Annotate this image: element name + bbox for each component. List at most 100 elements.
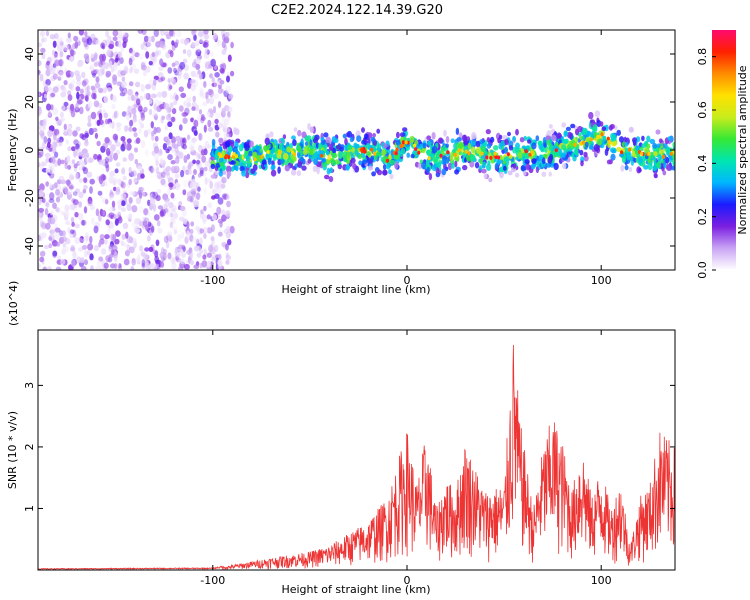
spectrogram-signal-cell xyxy=(507,131,511,137)
spectrogram-noise-cell xyxy=(97,214,102,222)
spectrogram-noise-cell xyxy=(140,251,146,257)
spectrogram-xtick-label: -100 xyxy=(200,274,225,287)
spectrogram-noise-cell xyxy=(120,240,125,247)
spectrogram-noise-cell xyxy=(100,145,106,153)
spectrogram-noise-cell xyxy=(69,184,75,190)
spectrogram-noise-cell xyxy=(195,104,200,112)
spectrogram-signal-cell xyxy=(307,158,312,164)
spectrogram-noise-cell xyxy=(56,133,60,141)
spectrogram-peak-cell xyxy=(394,151,398,156)
spectrogram-noise-cell xyxy=(186,102,192,108)
spectrogram-noise-cell xyxy=(136,98,141,106)
spectrogram-noise-cell xyxy=(48,110,52,117)
spectrogram-xtick-label: 100 xyxy=(591,274,612,287)
spectrogram-noise-cell xyxy=(47,55,52,63)
spectrogram-noise-cell xyxy=(133,177,138,183)
spectrogram-signal-cell xyxy=(570,123,576,129)
spectrogram-noise-cell xyxy=(46,142,51,149)
spectrogram-signal-cell xyxy=(436,153,440,160)
spectrogram-noise-cell xyxy=(126,244,131,251)
spectrogram-signal-cell xyxy=(653,157,657,165)
spectrogram-noise-cell xyxy=(140,173,145,179)
spectrogram-noise-cell xyxy=(170,165,177,174)
spectrogram-noise-cell xyxy=(169,50,174,58)
spectrogram-signal-cell xyxy=(471,132,477,140)
spectrogram-ytick-label: -40 xyxy=(23,237,36,255)
spectrogram-noise-cell xyxy=(208,89,215,98)
spectrogram-noise-cell xyxy=(86,250,91,256)
spectrogram-signal-cell xyxy=(270,169,277,177)
spectrogram-noise-cell xyxy=(98,87,104,94)
spectrogram-noise-cell xyxy=(148,99,153,104)
spectrogram-noise-cell xyxy=(170,160,176,165)
spectrogram-signal-cell xyxy=(250,168,256,174)
spectrogram-noise-cell xyxy=(104,238,108,245)
spectrogram-noise-cell xyxy=(84,95,89,102)
spectrogram-signal-cell xyxy=(646,143,651,149)
spectrogram-signal-cell xyxy=(394,161,399,170)
spectrogram-noise-cell xyxy=(210,58,216,67)
spectrogram-signal-cell xyxy=(542,136,547,144)
spectrogram-signal-cell xyxy=(388,169,392,175)
spectrogram-noise-cell xyxy=(54,32,59,40)
spectrogram-signal-cell xyxy=(561,122,567,128)
spectrogram-noise-cell xyxy=(221,40,226,49)
spectrogram-noise-cell xyxy=(193,130,198,137)
spectrogram-signal-cell xyxy=(493,145,499,151)
spectrogram-noise-cell xyxy=(192,236,198,244)
spectrogram-noise-cell xyxy=(122,157,128,162)
spectrogram-noise-cell xyxy=(154,135,159,142)
spectrogram-noise-cell xyxy=(227,54,232,62)
spectrogram-noise-cell xyxy=(83,206,88,214)
spectrogram-noise-cell xyxy=(216,206,222,215)
spectrogram-signal-cell xyxy=(399,132,406,138)
spectrogram-signal-cell xyxy=(486,163,492,171)
spectrogram-noise-cell xyxy=(131,107,137,115)
spectrogram-noise-cell xyxy=(48,183,53,189)
spectrogram-noise-cell xyxy=(175,135,182,142)
spectrogram-signal-cell xyxy=(367,165,373,171)
spectrogram-signal-cell xyxy=(610,153,616,161)
spectrogram-signal-cell xyxy=(628,166,633,173)
spectrogram-noise-cell xyxy=(225,259,230,265)
spectrogram-noise-cell xyxy=(91,92,96,100)
spectrogram-noise-cell xyxy=(182,246,186,252)
spectrogram-signal-cell xyxy=(483,173,487,179)
spectrogram-noise-cell xyxy=(197,227,203,235)
spectrogram-noise-cell xyxy=(197,186,201,192)
spectrogram-signal-cell xyxy=(445,136,450,144)
spectrogram-signal-cell xyxy=(508,145,514,151)
spectrogram-noise-cell xyxy=(67,165,72,170)
spectrogram-signal-cell xyxy=(450,151,454,159)
spectrogram-noise-cell xyxy=(52,250,58,257)
spectrogram-signal-cell xyxy=(210,174,217,179)
spectrogram-peak-cell xyxy=(219,154,223,158)
spectrogram-peak-cell xyxy=(530,150,534,155)
spectrogram-noise-cell xyxy=(105,199,109,205)
spectrogram-signal-cell xyxy=(494,162,499,170)
spectrogram-noise-cell xyxy=(195,63,201,70)
spectrogram-noise-cell xyxy=(152,191,159,200)
spectrogram-noise-cell xyxy=(70,48,74,56)
spectrogram-noise-cell xyxy=(69,233,74,239)
spectrogram-signal-cell xyxy=(672,161,675,166)
spectrogram-noise-cell xyxy=(93,245,99,252)
spectrogram-peak-cell xyxy=(414,147,418,151)
spectrogram-noise-cell xyxy=(206,214,211,220)
spectrogram-noise-cell xyxy=(72,199,79,206)
spectrogram-noise-cell xyxy=(121,76,126,82)
spectrogram-noise-cell xyxy=(78,30,84,36)
spectrogram-noise-cell xyxy=(203,30,209,35)
spectrogram-noise-cell xyxy=(68,56,75,61)
spectrogram-noise-cell xyxy=(54,227,61,233)
spectrogram-noise-cell xyxy=(206,252,212,258)
spectrogram-noise-cell xyxy=(109,206,113,212)
spectrogram-signal-cell xyxy=(621,156,627,164)
spectrogram-peak-cell xyxy=(395,147,399,152)
spectrogram-noise-cell xyxy=(109,191,115,198)
spectrogram-noise-cell xyxy=(57,37,64,44)
spectrogram-noise-cell xyxy=(96,140,101,147)
spectrogram-noise-cell xyxy=(67,94,73,101)
spectrogram-noise-cell xyxy=(40,47,46,54)
spectrogram-noise-cell xyxy=(104,181,108,187)
